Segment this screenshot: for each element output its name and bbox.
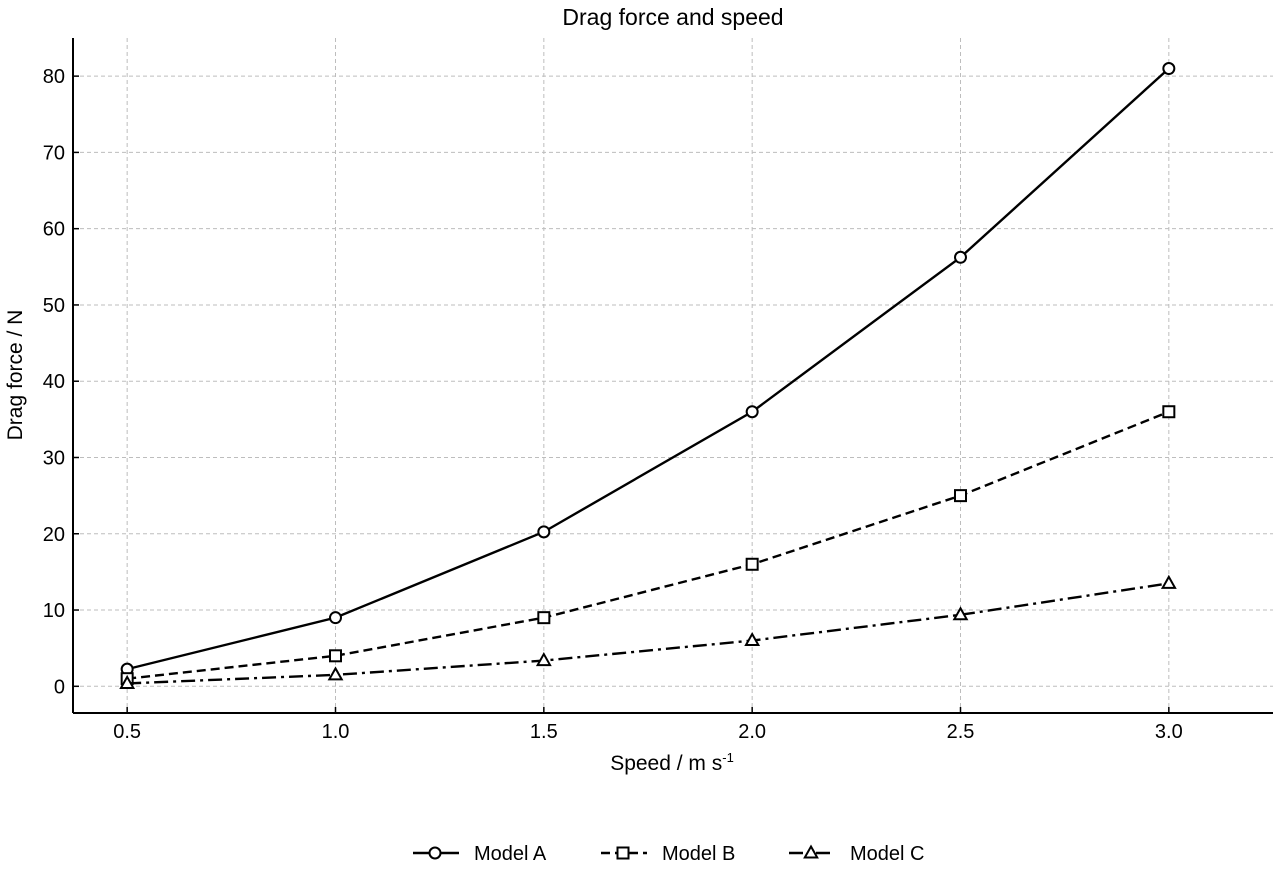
legend-marker-model-c — [803, 844, 819, 859]
y-tick-label: 70 — [43, 142, 65, 164]
legend-item-model-b: Model B — [601, 843, 735, 865]
y-tick-label: 10 — [43, 600, 65, 622]
data-point-model-a — [745, 405, 759, 419]
data-point-model-a — [954, 250, 967, 264]
axes — [72, 38, 1273, 714]
series-line-model-b — [127, 410, 1170, 680]
x-tick-label: 2.0 — [738, 721, 766, 743]
legend-label-model-c: Model C — [850, 843, 924, 865]
x-tick-label: 3.0 — [1155, 721, 1183, 743]
legend-item-model-a: Model A — [413, 843, 547, 865]
series-line-model-a — [126, 67, 1170, 671]
series-model-c — [119, 574, 1177, 689]
legend-label-model-b: Model B — [662, 843, 735, 865]
y-tick-label: 60 — [43, 219, 65, 241]
data-point-model-b — [954, 489, 967, 503]
data-point-model-a — [1162, 62, 1176, 76]
legend-marker-model-b — [616, 846, 630, 860]
data-point-model-c — [1160, 574, 1177, 589]
chart-title: Drag force and speed — [562, 4, 783, 30]
y-tick-label: 30 — [43, 447, 65, 469]
y-tick-label: 20 — [43, 524, 65, 546]
ticks: 0.5 1.0 1.5 2.0 2.5 3.0 0 10 20 30 40 50 60 70 80 — [43, 66, 1183, 743]
series-line-model-c — [127, 582, 1170, 685]
legend-item-model-c: Model C — [789, 843, 924, 865]
data-point-model-b — [329, 649, 342, 663]
y-axis-title: Drag force / N — [4, 310, 27, 441]
x-tick-label: 1.0 — [322, 721, 350, 743]
data-point-model-c — [327, 666, 344, 681]
x-tick-label: 1.5 — [530, 721, 558, 743]
x-tick-label: 0.5 — [113, 721, 141, 743]
legend-label-model-a: Model A — [474, 843, 547, 865]
data-point-model-c — [952, 606, 969, 621]
data-point-model-c — [119, 674, 136, 689]
x-axis-title-text: Speed / m s — [610, 752, 722, 775]
y-tick-label: 50 — [43, 295, 65, 317]
grid — [73, 38, 1273, 713]
data-point-model-c — [535, 652, 552, 667]
data-point-model-a — [329, 611, 342, 625]
y-tick-label: 80 — [43, 66, 65, 88]
y-tick-label: 40 — [43, 371, 65, 393]
data-point-model-b — [1162, 405, 1176, 419]
series-layer — [119, 62, 1177, 689]
x-axis-title: Speed / m s-1 — [610, 750, 734, 775]
data-point-model-b — [537, 611, 551, 625]
y-tick-label: 0 — [54, 676, 65, 698]
data-point-model-c — [744, 632, 761, 647]
x-axis-title-superscript: -1 — [722, 750, 734, 765]
x-tick-label: 2.5 — [947, 721, 975, 743]
legend: Model A Model B Model C — [413, 843, 924, 865]
legend-marker-model-a — [428, 846, 442, 860]
series-model-a — [120, 62, 1176, 676]
series-model-b — [120, 405, 1176, 686]
data-point-model-b — [745, 557, 759, 571]
data-point-model-a — [537, 525, 551, 539]
